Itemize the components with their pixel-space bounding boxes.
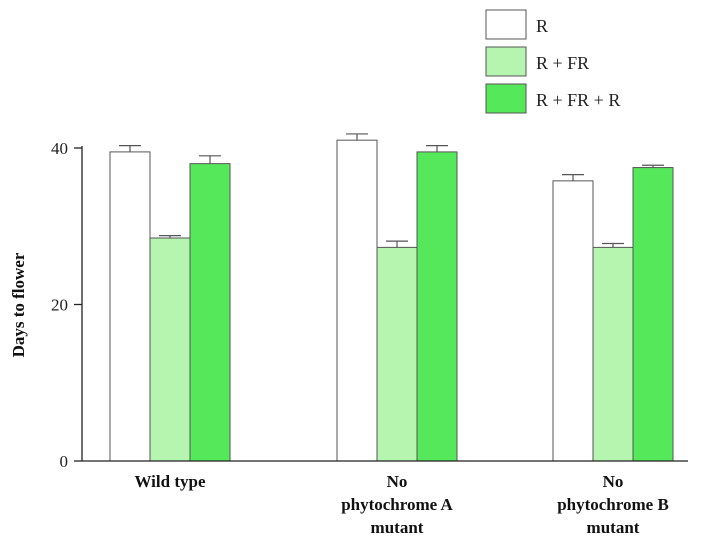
bar bbox=[189, 163, 231, 462]
x-category-label-line: No bbox=[387, 472, 408, 491]
x-category-label: No phytochrome B mutant bbox=[557, 472, 669, 537]
bar bbox=[149, 237, 191, 462]
x-category-label: Wild type bbox=[134, 472, 205, 491]
bar bbox=[552, 180, 594, 462]
y-tick-label: 40 bbox=[51, 139, 68, 158]
y-axis-label: Days to flower bbox=[9, 252, 28, 357]
x-axis: Wild type No phytochrome A mutant No phytochr… bbox=[82, 460, 688, 537]
y-tick-label: 20 bbox=[51, 296, 68, 315]
y-tick-label: 0 bbox=[60, 452, 69, 471]
x-category-label-line: No bbox=[603, 472, 624, 491]
bar bbox=[109, 151, 151, 462]
bar bbox=[592, 246, 634, 462]
x-category-label-line: mutant bbox=[371, 518, 424, 537]
legend-swatch bbox=[485, 46, 527, 77]
y-axis: 0 20 40 bbox=[51, 139, 83, 471]
legend-swatch bbox=[485, 83, 527, 114]
bar bbox=[632, 167, 674, 462]
bars bbox=[109, 133, 674, 462]
x-category-label-line: phytochrome B bbox=[557, 495, 669, 514]
x-category-label-line: Wild type bbox=[134, 472, 205, 491]
x-category-label-line: phytochrome A bbox=[341, 495, 453, 514]
x-category-label-line: mutant bbox=[587, 518, 640, 537]
bar bbox=[336, 139, 378, 462]
legend-label: R + FR bbox=[536, 53, 589, 73]
legend-swatch bbox=[485, 9, 527, 40]
bar bbox=[376, 246, 418, 462]
bar bbox=[416, 151, 458, 462]
legend-label: R + FR + R bbox=[536, 90, 620, 110]
legend: R R + FR R + FR + R bbox=[485, 9, 620, 114]
x-category-label: No phytochrome A mutant bbox=[341, 472, 453, 537]
legend-label: R bbox=[536, 16, 548, 36]
